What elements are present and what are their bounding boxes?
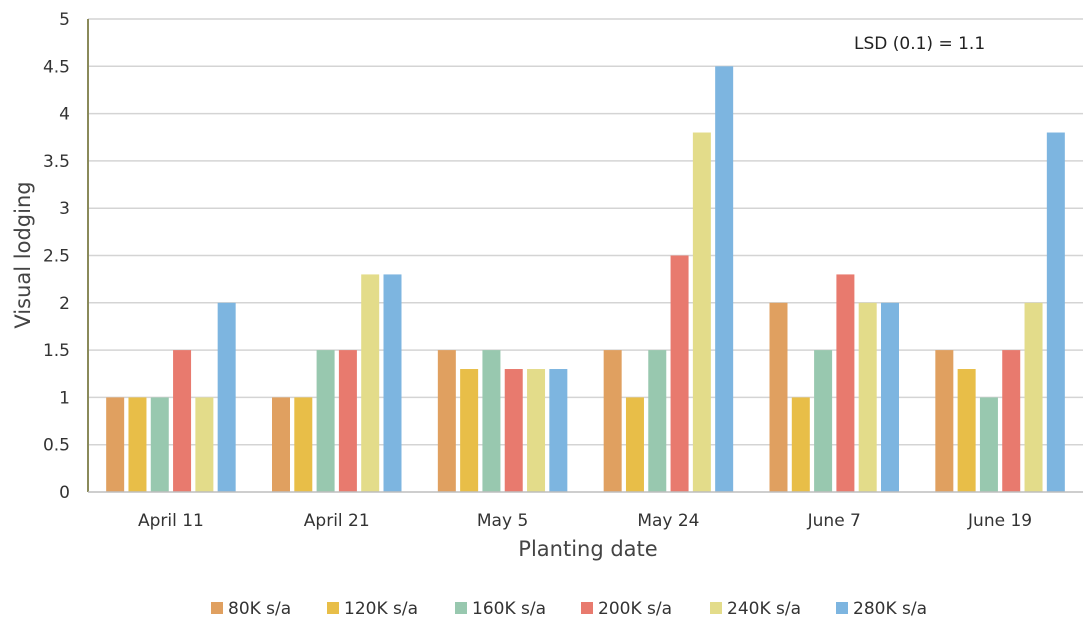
bar bbox=[338, 350, 357, 492]
y-tick-label: 3 bbox=[59, 199, 70, 219]
legend-swatch bbox=[836, 602, 848, 614]
bar bbox=[791, 397, 810, 492]
legend-swatch bbox=[581, 602, 593, 614]
y-tick-label: 0 bbox=[59, 483, 70, 503]
bar bbox=[670, 255, 689, 492]
bar bbox=[383, 274, 402, 492]
bar bbox=[957, 369, 976, 492]
legend-swatch bbox=[455, 602, 467, 614]
x-tick-label: June 7 bbox=[807, 511, 861, 531]
x-tick-label: May 5 bbox=[477, 511, 528, 531]
bar bbox=[1046, 132, 1065, 492]
bar bbox=[814, 350, 833, 492]
bar bbox=[128, 397, 147, 492]
y-tick-label: 1.5 bbox=[43, 341, 70, 361]
lsd-annotation: LSD (0.1) = 1.1 bbox=[854, 34, 985, 54]
bar bbox=[648, 350, 667, 492]
bar bbox=[195, 397, 214, 492]
y-tick-label: 4 bbox=[59, 105, 70, 125]
bar bbox=[549, 369, 568, 492]
bar bbox=[504, 369, 523, 492]
legend-label: 280K s/a bbox=[853, 599, 927, 619]
bar bbox=[715, 66, 734, 493]
bar bbox=[625, 397, 644, 492]
gridlines bbox=[88, 18, 1083, 446]
bar bbox=[527, 369, 546, 492]
bar bbox=[979, 397, 998, 492]
legend-swatch bbox=[211, 602, 223, 614]
legend-label: 240K s/a bbox=[727, 599, 801, 619]
bar bbox=[858, 302, 877, 492]
y-tick-label: 4.5 bbox=[43, 57, 70, 77]
legend: 80K s/a 120K s/a 160K s/a 200K s/a 240K s/a 2… bbox=[211, 599, 927, 619]
bar bbox=[294, 397, 313, 492]
y-tick-label: 0.5 bbox=[43, 436, 70, 456]
bar bbox=[603, 350, 622, 492]
bar bbox=[106, 397, 125, 492]
y-tick-label: 2.5 bbox=[43, 247, 70, 267]
legend-label: 120K s/a bbox=[344, 599, 418, 619]
legend-label: 200K s/a bbox=[598, 599, 672, 619]
bar bbox=[692, 132, 711, 492]
bar bbox=[272, 397, 290, 492]
y-tick-label: 2 bbox=[59, 294, 70, 314]
bars bbox=[106, 66, 1065, 493]
bar bbox=[836, 274, 855, 492]
y-tick-label: 5 bbox=[59, 10, 70, 30]
bar bbox=[437, 350, 456, 492]
x-tick-label: May 24 bbox=[637, 511, 699, 531]
bar bbox=[1002, 350, 1021, 492]
y-tick-label: 1 bbox=[59, 388, 70, 408]
bar bbox=[1024, 302, 1043, 492]
x-tick-label: April 11 bbox=[138, 511, 204, 531]
y-axis-title: Visual lodging bbox=[11, 181, 35, 328]
bar bbox=[935, 350, 954, 492]
legend-swatch bbox=[327, 602, 339, 614]
legend-label: 80K s/a bbox=[228, 599, 291, 619]
bar bbox=[460, 369, 479, 492]
x-tick-label: June 19 bbox=[967, 511, 1032, 531]
x-axis-title: Planting date bbox=[518, 537, 657, 561]
bar bbox=[769, 302, 788, 492]
bar bbox=[217, 302, 236, 492]
legend-label: 160K s/a bbox=[472, 599, 546, 619]
bar bbox=[316, 350, 335, 492]
bar bbox=[361, 274, 380, 492]
axes bbox=[87, 19, 1083, 493]
y-tick-labels: 0 0.5 1 1.5 2 2.5 3 3.5 4 4.5 5 bbox=[43, 10, 70, 503]
bar bbox=[482, 350, 501, 492]
bar bbox=[881, 302, 899, 492]
y-tick-label: 3.5 bbox=[43, 152, 70, 172]
bar bbox=[150, 397, 169, 492]
legend-swatch bbox=[710, 602, 722, 614]
x-tick-label: April 21 bbox=[304, 511, 370, 531]
x-tick-labels: April 11 April 21 May 5 May 24 June 7 June 19 bbox=[138, 511, 1032, 531]
bar bbox=[173, 350, 192, 492]
